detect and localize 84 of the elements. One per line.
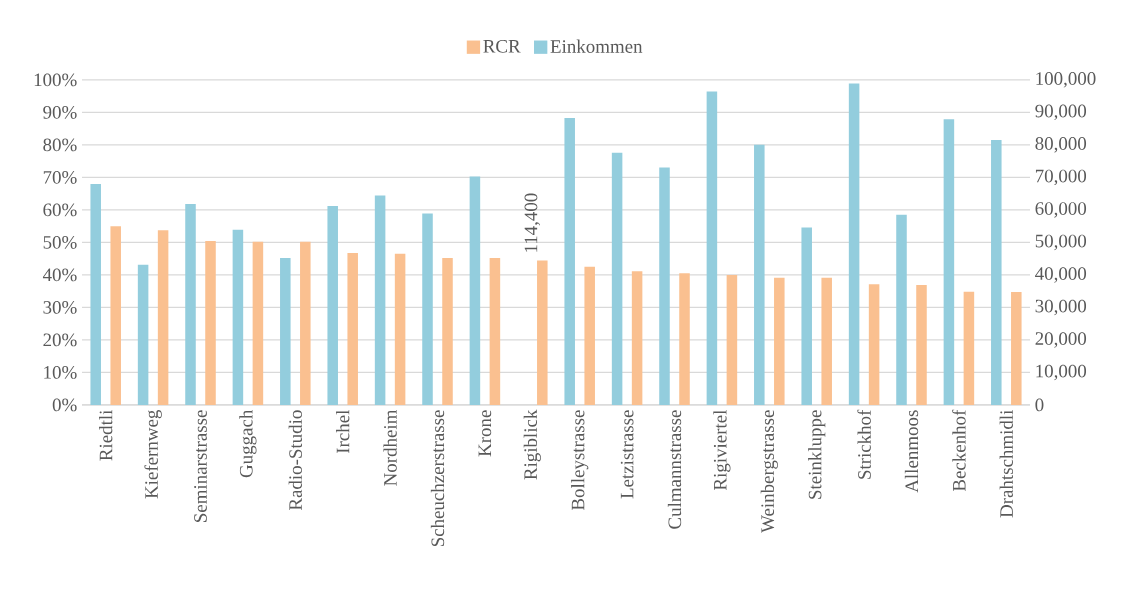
bar bbox=[963, 291, 975, 405]
y-tick-label: 80% bbox=[43, 138, 77, 152]
bar bbox=[252, 241, 264, 405]
y2-tick-label: 50,000 bbox=[1035, 234, 1087, 251]
x-tick-label: Nordheim bbox=[383, 409, 397, 486]
bar bbox=[584, 266, 595, 405]
bar bbox=[868, 284, 880, 405]
y2-tick-label: 40,000 bbox=[1035, 267, 1087, 283]
bar bbox=[564, 117, 575, 405]
x-tick-label: Riedtli bbox=[99, 409, 113, 461]
y-tick-label: 10% bbox=[44, 366, 77, 379]
bar bbox=[896, 214, 907, 405]
bar bbox=[848, 83, 860, 405]
bar bbox=[631, 271, 643, 405]
bar bbox=[537, 260, 548, 405]
x-tick-label: Strickhof bbox=[857, 409, 871, 479]
y-tick-label: 50% bbox=[43, 235, 77, 249]
y2-tick-label: 80,000 bbox=[1035, 137, 1087, 153]
x-tick-label: Guggach bbox=[239, 409, 257, 478]
x-tick-label: Culmannstrasse bbox=[667, 410, 682, 529]
y-tick-label: 0% bbox=[52, 398, 77, 412]
y-tick-label: 30% bbox=[43, 300, 77, 314]
y-tick-label: 40% bbox=[42, 268, 77, 282]
x-tick-label: Krone bbox=[478, 410, 492, 457]
bar bbox=[821, 277, 832, 405]
x-tick-label: Kiefernweg bbox=[144, 410, 162, 499]
bar bbox=[489, 257, 501, 405]
x-tick-label: Radio-Studio bbox=[288, 410, 302, 511]
bar bbox=[659, 167, 670, 405]
bar bbox=[991, 139, 1002, 405]
y2-tick-label: 60,000 bbox=[1035, 202, 1087, 218]
bar bbox=[394, 253, 406, 405]
x-tick-label: Rigiblick bbox=[523, 409, 541, 480]
text: 114,400 bbox=[524, 193, 541, 252]
y-tick-label: 100% bbox=[34, 73, 77, 87]
bar bbox=[469, 176, 481, 405]
bar bbox=[185, 204, 196, 405]
bar bbox=[137, 264, 149, 405]
x-tick-label: Drahtschmidli bbox=[999, 409, 1013, 518]
bar bbox=[754, 144, 765, 405]
y2-tick-label: 20,000 bbox=[1035, 332, 1087, 348]
bar bbox=[422, 213, 433, 405]
y-tick-label: 70% bbox=[43, 170, 77, 184]
bar bbox=[280, 257, 291, 405]
bar bbox=[157, 230, 169, 405]
y2-tick-label: 10,000 bbox=[1036, 364, 1087, 381]
x-tick-label: Irchel bbox=[336, 410, 350, 454]
bar bbox=[801, 227, 812, 405]
bar bbox=[1011, 292, 1022, 405]
y2-tick-label: 70,000 bbox=[1035, 169, 1087, 186]
x-tick-label: Weinbergstrasse bbox=[760, 410, 778, 533]
x-tick-label: Seminarstrasse bbox=[194, 410, 207, 522]
bar bbox=[611, 152, 623, 405]
x-tick-label: Rigiviertel bbox=[713, 410, 731, 491]
y2-tick-label: 100,000 bbox=[1036, 72, 1096, 88]
y2-tick-label: 90,000 bbox=[1035, 104, 1087, 121]
y-tick-label: 20% bbox=[43, 333, 77, 347]
bar bbox=[110, 226, 121, 405]
x-tick-label: Allenmoos bbox=[904, 410, 919, 493]
bar bbox=[374, 195, 386, 405]
bar bbox=[726, 274, 738, 405]
y-tick-label: 90% bbox=[43, 105, 77, 119]
bar bbox=[300, 241, 311, 405]
bar bbox=[916, 284, 927, 405]
x-tick-label: Steinkluppe bbox=[808, 410, 826, 499]
bar bbox=[442, 257, 453, 405]
bar bbox=[347, 253, 358, 405]
y-tick-label: 60% bbox=[43, 203, 77, 217]
bar bbox=[774, 277, 785, 405]
bar bbox=[232, 229, 244, 405]
y2-tick-label: 30,000 bbox=[1035, 299, 1087, 316]
bar bbox=[706, 91, 718, 405]
x-tick-label: Letzistrasse bbox=[620, 410, 634, 499]
legend-label: Einkommen bbox=[550, 39, 643, 53]
x-tick-label: Bolleystrasse bbox=[571, 410, 589, 511]
bar bbox=[90, 183, 101, 405]
bar bbox=[205, 241, 216, 405]
x-tick-label: Scheuchzerstrasse bbox=[430, 410, 445, 547]
bar bbox=[327, 205, 338, 405]
y2-tick-label: 0 bbox=[1035, 398, 1044, 412]
x-tick-label: Beckenhof bbox=[952, 409, 966, 492]
bar bbox=[943, 119, 955, 405]
bar bbox=[679, 273, 690, 405]
legend-label: RCR bbox=[483, 39, 521, 53]
